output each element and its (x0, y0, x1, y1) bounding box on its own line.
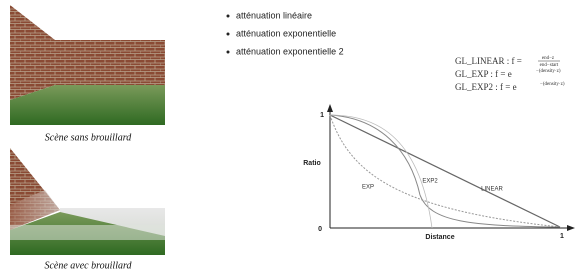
bullet: atténuation exponentielle 2 (236, 46, 344, 56)
curve-label: LINEAR (481, 187, 503, 193)
slide-canvas: Scène sans brouillard Scène avec brouill… (0, 0, 584, 272)
formulas: GL_LINEAR : f = end−z end−start GL_EXP :… (455, 56, 565, 92)
graph (327, 104, 575, 231)
formula: GL_EXP : f = e (455, 69, 512, 79)
scene-clear (10, 5, 165, 125)
scene-fog (10, 148, 165, 255)
x-axis-label: Distance (425, 234, 454, 241)
numerator: end−z (542, 56, 555, 61)
formula: GL_LINEAR : f = (455, 56, 522, 66)
y-axis-label: Ratio (303, 160, 321, 167)
x-max-label: 1 (560, 233, 564, 240)
origin-label: 0 (318, 226, 322, 233)
caption: Scène sans brouillard (45, 132, 132, 143)
exponent: −(density·z) (536, 69, 561, 74)
y-max-label: 1 (320, 112, 324, 119)
bullet: atténuation linéaire (236, 10, 312, 20)
bullet: atténuation exponentielle (236, 28, 336, 38)
curve-label: EXP2 (422, 179, 438, 185)
slide: Scène sans brouillard Scène avec brouill… (0, 0, 584, 272)
denominator: end−start (540, 63, 559, 68)
exponent: −(density·z) (540, 82, 565, 87)
formula: GL_EXP2 : f = e (455, 82, 517, 92)
curve-label: EXP (362, 185, 374, 191)
bullet-list: atténuation linéaire atténuation exponen… (227, 10, 344, 56)
caption: Scène avec brouillard (44, 260, 132, 271)
